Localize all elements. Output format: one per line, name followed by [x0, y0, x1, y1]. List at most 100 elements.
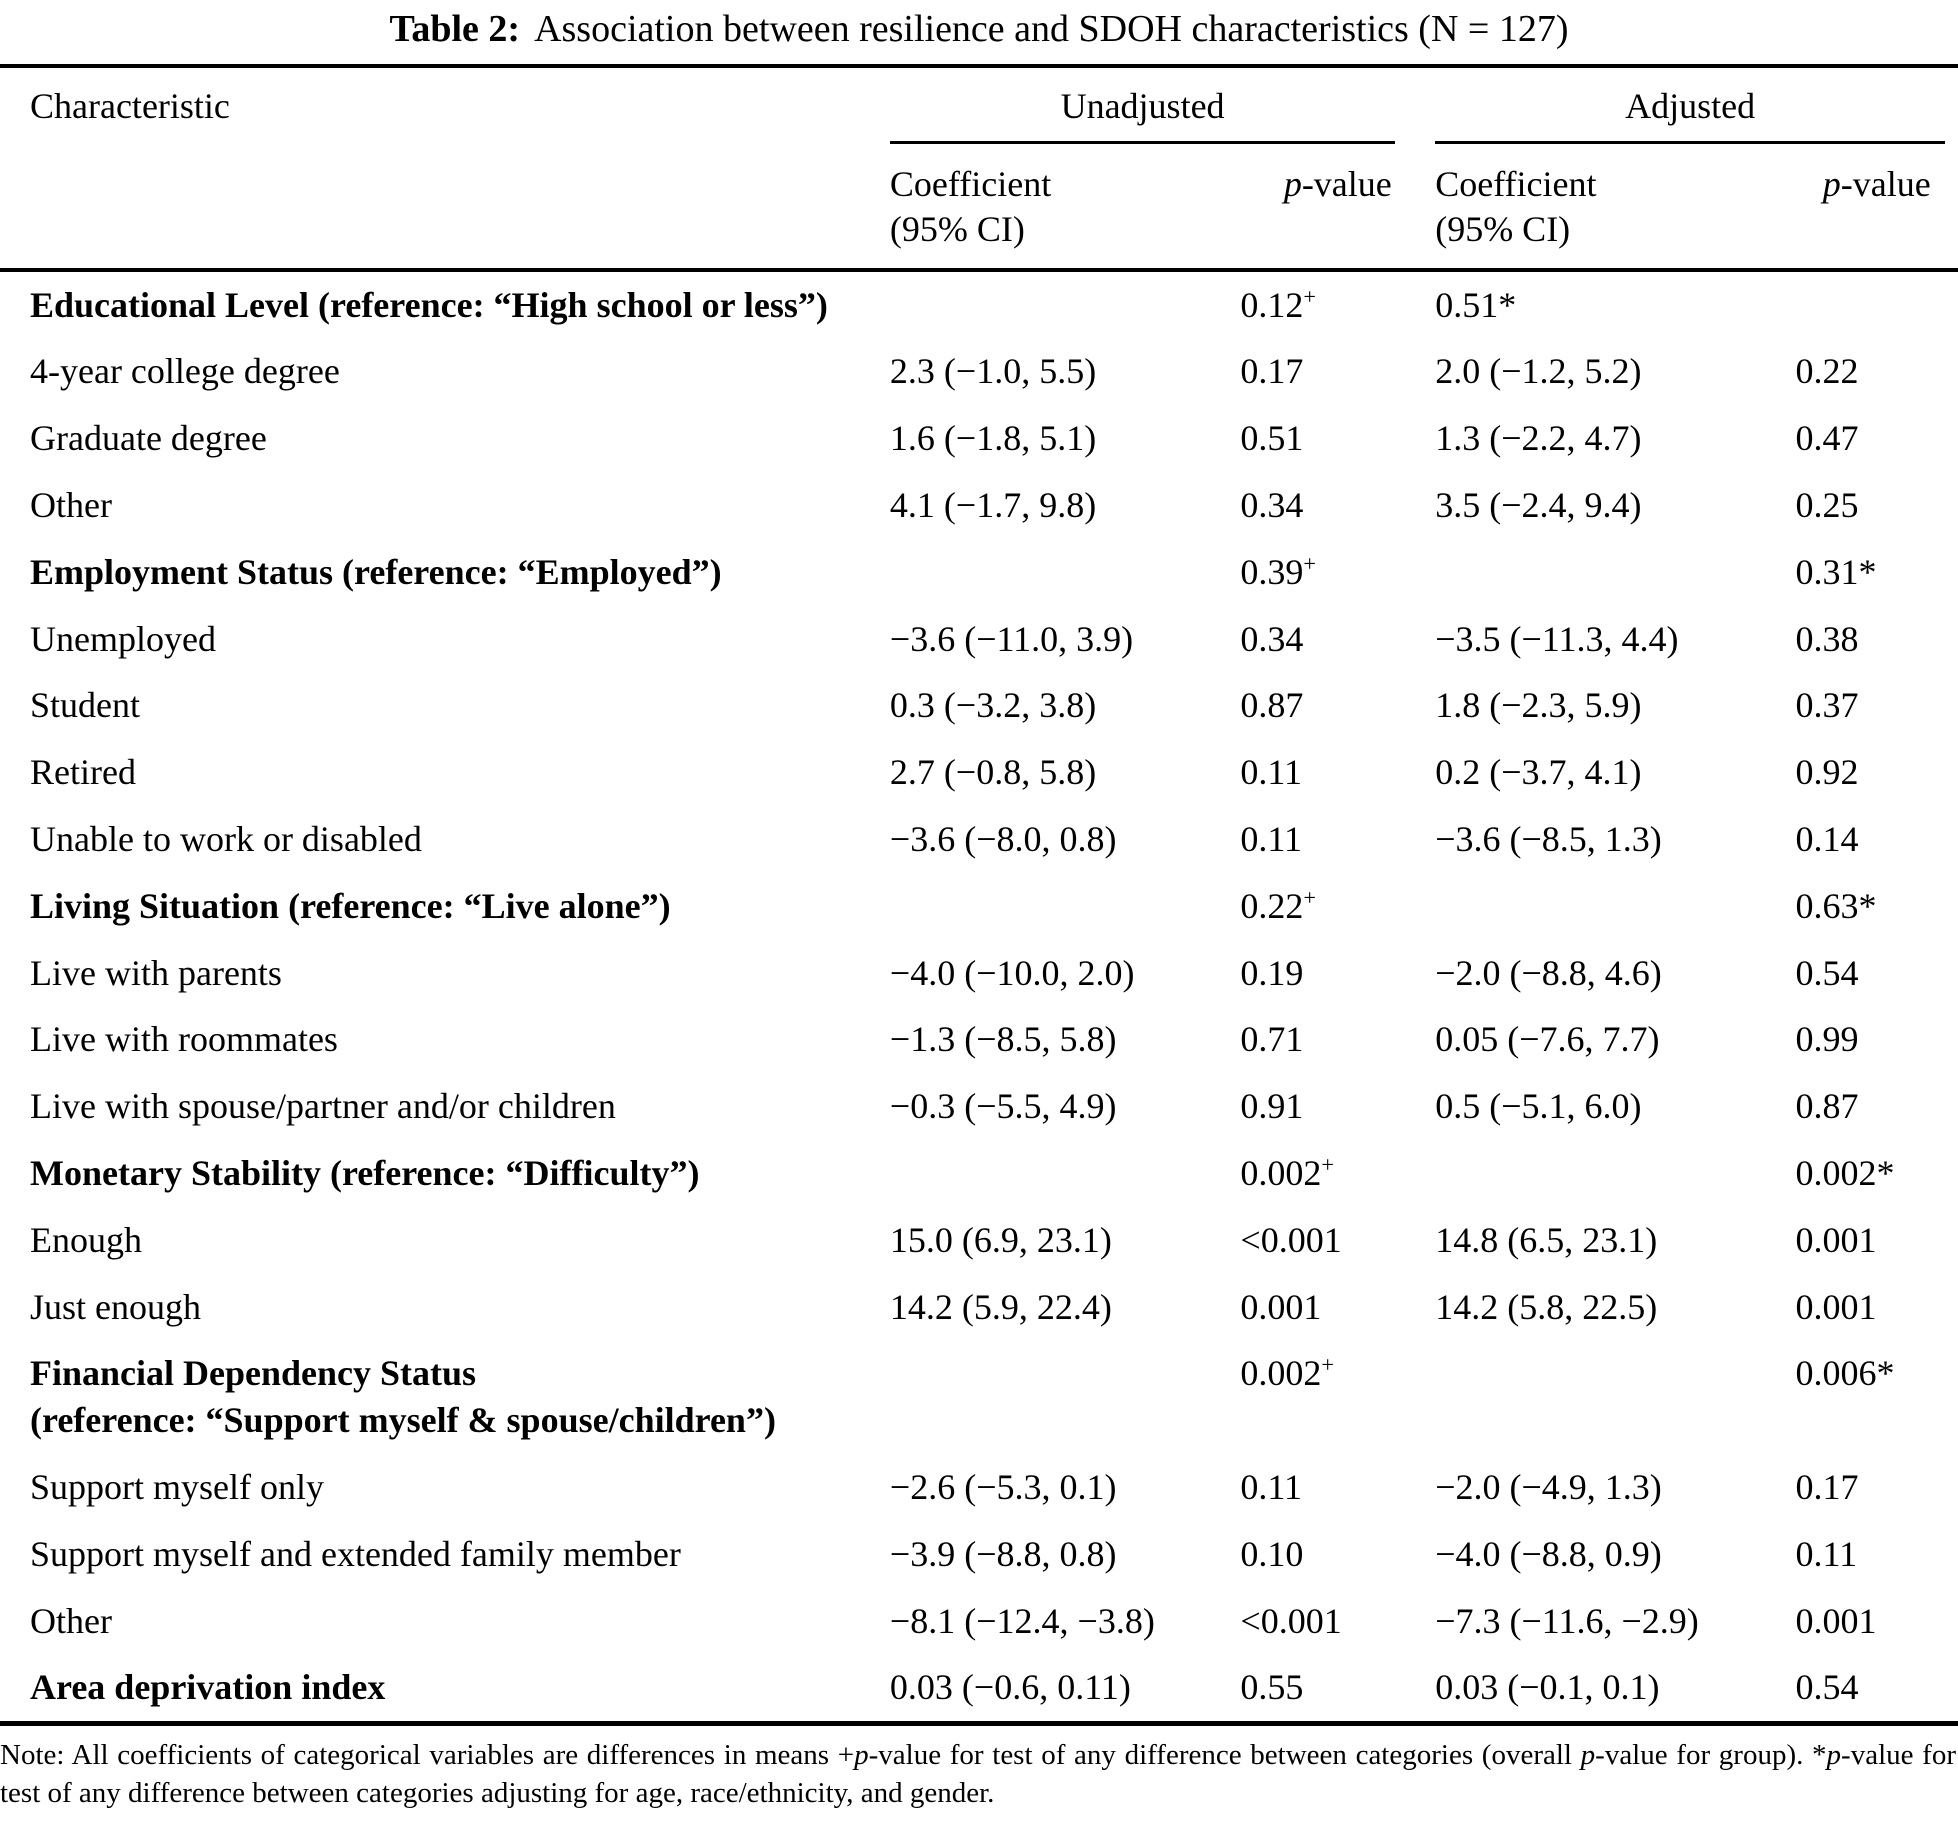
row-adjusted-coefficient-text: 3.5 (−2.4, 9.4): [1435, 485, 1642, 526]
table-row: Support myself and extended family membe…: [0, 1521, 1958, 1588]
row-adjusted-coefficient: 0.05 (−7.6, 7.7): [1435, 1006, 1795, 1073]
table-row: 4-year college degree 2.3 (−1.0, 5.5) 0.17…: [0, 338, 1958, 405]
row-label-line1: Area deprivation index: [30, 1667, 386, 1708]
header-characteristic: Characteristic: [30, 85, 230, 126]
row-unadjusted-p-value-text: 0.71: [1240, 1019, 1304, 1060]
row-adjusted-p-value: 0.001: [1795, 1274, 1958, 1341]
row-adjusted-p-value: 0.31*: [1795, 539, 1958, 606]
row-label: Employment Status (reference: “Employed”…: [0, 539, 890, 606]
row-label-line1: Other: [30, 1600, 112, 1641]
row-unadjusted-p-value-text: 0.001: [1240, 1286, 1322, 1327]
row-label-line1: Employment Status (reference: “Employed”…: [30, 551, 722, 592]
row-adjusted-coefficient: [1435, 539, 1795, 606]
row-label-line1: Live with spouse/partner and/or children: [30, 1086, 616, 1127]
header-coefficient-line2: (95% CI): [889, 208, 1025, 249]
header-unadjusted-coefficient: Coefficient (95% CI): [890, 144, 1240, 270]
row-adjusted-coefficient-text: −2.0 (−4.9, 1.3): [1435, 1467, 1662, 1508]
row-unadjusted-coefficient-text: −8.1 (−12.4, −3.8): [889, 1600, 1155, 1641]
row-adjusted-p-value-text: 0.99: [1795, 1019, 1859, 1060]
row-label-line1: Graduate degree: [30, 418, 267, 459]
row-unadjusted-p-value-text: 0.12: [1240, 284, 1304, 325]
row-adjusted-p-value: 0.17: [1795, 1454, 1958, 1521]
row-label: Live with parents: [0, 940, 890, 1007]
row-adjusted-coefficient-text: −3.5 (−11.3, 4.4): [1435, 618, 1679, 659]
row-label: Other: [0, 472, 890, 539]
row-unadjusted-p-value: 0.87: [1240, 672, 1435, 739]
table-row: Live with spouse/partner and/or children…: [0, 1073, 1958, 1140]
row-label: Unable to work or disabled: [0, 806, 890, 873]
association-table: Characteristic Unadjusted Adjusted Coeff…: [0, 63, 1958, 1727]
row-adjusted-p-value: 0.38: [1795, 606, 1958, 673]
row-unadjusted-coefficient: −3.6 (−8.0, 0.8): [890, 806, 1240, 873]
row-unadjusted-p-value-text: <0.001: [1240, 1219, 1342, 1260]
row-unadjusted-coefficient-text: −1.3 (−8.5, 5.8): [889, 1019, 1117, 1060]
row-adjusted-p-value: 0.54: [1795, 940, 1958, 1007]
row-unadjusted-coefficient-text: −3.6 (−8.0, 0.8): [889, 819, 1117, 860]
row-unadjusted-p-value-text: 0.11: [1240, 752, 1303, 793]
row-adjusted-coefficient-text: −2.0 (−8.8, 4.6): [1435, 952, 1662, 993]
row-adjusted-p-value: 0.006*: [1795, 1340, 1958, 1454]
plus-marker: +: [1321, 1152, 1334, 1178]
row-adjusted-coefficient: −3.6 (−8.5, 1.3): [1435, 806, 1795, 873]
row-unadjusted-p-value-text: 0.17: [1240, 351, 1304, 392]
row-adjusted-coefficient: 0.2 (−3.7, 4.1): [1435, 739, 1795, 806]
row-unadjusted-coefficient: −0.3 (−5.5, 4.9): [890, 1073, 1240, 1140]
table-row: Live with roommates −1.3 (−8.5, 5.8) 0.71 0…: [0, 1006, 1958, 1073]
row-adjusted-p-value-text: 0.47: [1795, 418, 1859, 459]
row-label: Support myself and extended family membe…: [0, 1521, 890, 1588]
row-adjusted-p-value-text: 0.002*: [1795, 1153, 1895, 1194]
row-unadjusted-p-value: 0.17: [1240, 338, 1435, 405]
row-adjusted-p-value-text: 0.92: [1795, 752, 1859, 793]
table-row: Employment Status (reference: “Employed”…: [0, 539, 1958, 606]
row-label: Just enough: [0, 1274, 890, 1341]
row-unadjusted-coefficient-text: −4.0 (−10.0, 2.0): [889, 952, 1135, 993]
row-label: Area deprivation index: [0, 1654, 890, 1723]
row-adjusted-coefficient: 1.3 (−2.2, 4.7): [1435, 405, 1795, 472]
row-unadjusted-p-value-text: 0.91: [1240, 1086, 1304, 1127]
row-unadjusted-p-value: 0.002+: [1240, 1340, 1435, 1454]
row-unadjusted-p-value-text: 0.10: [1240, 1533, 1304, 1574]
row-label-line1: Just enough: [30, 1286, 201, 1327]
row-adjusted-coefficient: −3.5 (−11.3, 4.4): [1435, 606, 1795, 673]
row-adjusted-p-value: 0.11: [1795, 1521, 1958, 1588]
row-unadjusted-p-value: 0.91: [1240, 1073, 1435, 1140]
row-unadjusted-p-value: 0.11: [1240, 739, 1435, 806]
row-unadjusted-coefficient: −2.6 (−5.3, 0.1): [890, 1454, 1240, 1521]
row-adjusted-p-value: 0.22: [1795, 338, 1958, 405]
row-adjusted-coefficient: 0.5 (−5.1, 6.0): [1435, 1073, 1795, 1140]
header-unadjusted-group: Unadjusted: [889, 66, 1435, 144]
row-adjusted-coefficient: 3.5 (−2.4, 9.4): [1435, 472, 1795, 539]
row-label: Support myself only: [0, 1454, 890, 1521]
row-unadjusted-p-value-text: 0.11: [1240, 819, 1303, 860]
header-unadjusted: Unadjusted: [889, 84, 1396, 144]
table-row: Other 4.1 (−1.7, 9.8) 0.34 3.5 (−2.4, 9.4) 0…: [0, 472, 1958, 539]
header-adjusted-coefficient: Coefficient (95% CI): [1435, 144, 1795, 270]
row-unadjusted-coefficient: 0.3 (−3.2, 3.8): [890, 672, 1240, 739]
row-unadjusted-coefficient: 15.0 (6.9, 23.1): [890, 1207, 1240, 1274]
row-adjusted-coefficient: [1435, 1140, 1795, 1207]
row-unadjusted-p-value: 0.001: [1240, 1274, 1435, 1341]
plus-marker: +: [1303, 550, 1316, 576]
row-label-line1: Retired: [30, 752, 136, 793]
row-adjusted-coefficient-text: 14.8 (6.5, 23.1): [1435, 1219, 1658, 1260]
row-unadjusted-coefficient: [890, 1140, 1240, 1207]
header-coefficient-line1: Coefficient: [1435, 163, 1597, 204]
row-adjusted-coefficient-text: −4.0 (−8.8, 0.9): [1435, 1533, 1662, 1574]
row-unadjusted-p-value: 0.34: [1240, 472, 1435, 539]
row-label-line1: Live with parents: [30, 952, 282, 993]
row-label-line1: Live with roommates: [30, 1019, 338, 1060]
plus-marker: +: [1321, 1352, 1334, 1378]
row-adjusted-coefficient-text: 0.05 (−7.6, 7.7): [1435, 1019, 1660, 1060]
row-label: Living Situation (reference: “Live alone…: [0, 873, 890, 940]
row-unadjusted-p-value: 0.55: [1240, 1654, 1435, 1723]
row-unadjusted-p-value-text: 0.39: [1240, 551, 1304, 592]
row-label: Retired: [0, 739, 890, 806]
row-label: Live with roommates: [0, 1006, 890, 1073]
table-row: Financial Dependency Status (reference: “…: [0, 1340, 1958, 1454]
header-adjusted-group: Adjusted: [1435, 66, 1958, 144]
row-unadjusted-coefficient: −4.0 (−10.0, 2.0): [890, 940, 1240, 1007]
table-row: Educational Level (reference: “High scho…: [0, 270, 1958, 339]
table-row: Monetary Stability (reference: “Difficul…: [0, 1140, 1958, 1207]
row-label: Enough: [0, 1207, 890, 1274]
row-unadjusted-coefficient-text: −2.6 (−5.3, 0.1): [889, 1467, 1117, 1508]
